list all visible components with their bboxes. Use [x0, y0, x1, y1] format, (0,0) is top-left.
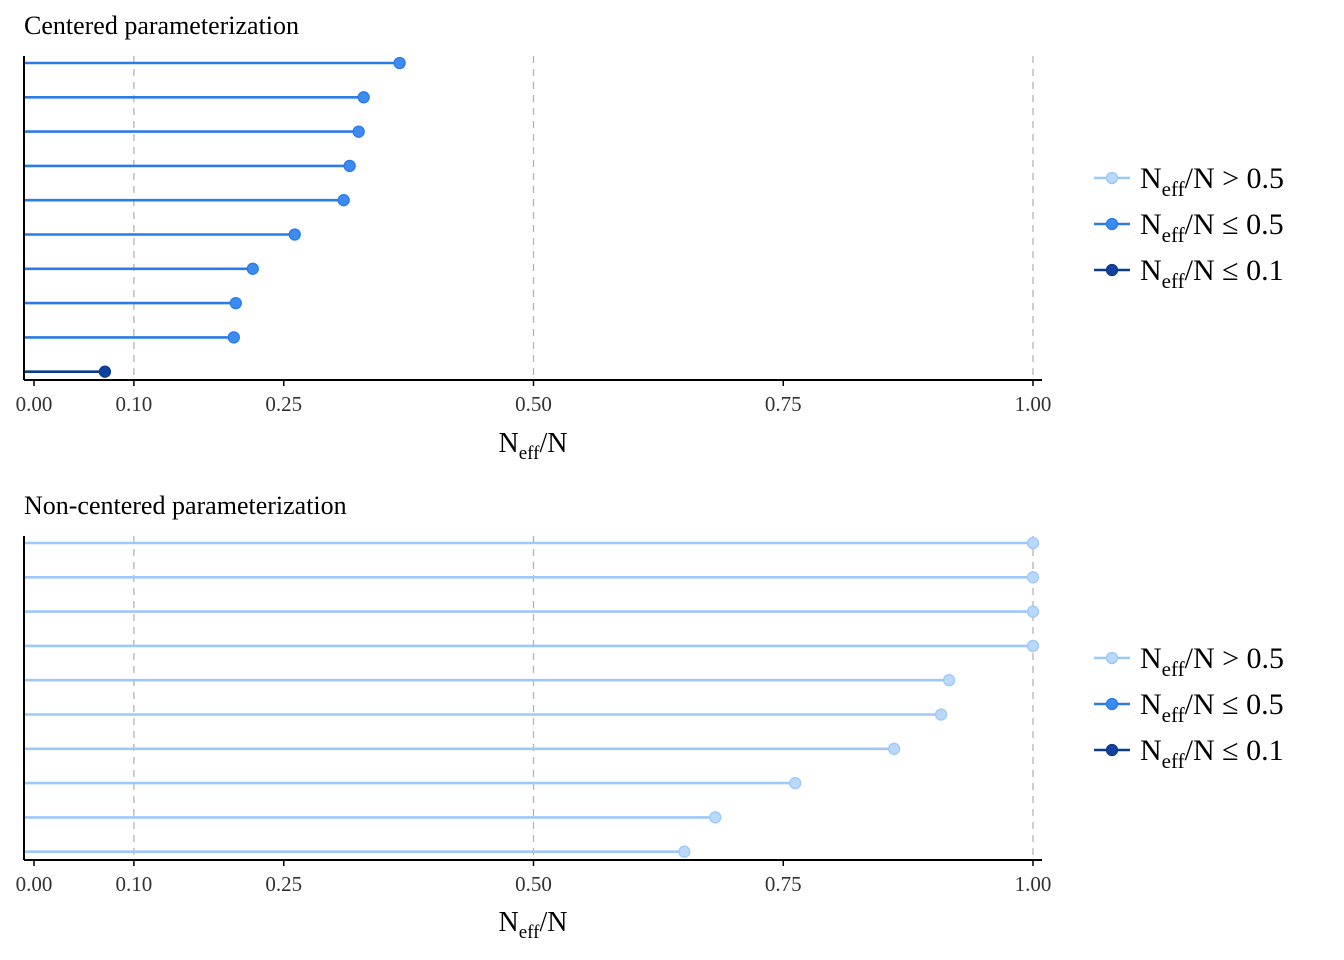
- x-tick-label: 0.50: [515, 392, 552, 416]
- lollipop-point: [1026, 571, 1040, 584]
- lollipop-point: [393, 56, 406, 70]
- legend-key-point: [1105, 171, 1119, 185]
- lollipop-point: [357, 91, 370, 104]
- panel-title: Non-centered parameterization: [24, 491, 347, 520]
- panel-1: Centered parameterization 0.00 0.10 0.25 0.5…: [16, 11, 1284, 464]
- lollipop-point: [352, 125, 365, 138]
- lollipop-point: [227, 331, 240, 344]
- legend-key-point: [1105, 743, 1119, 757]
- panel-title: Centered parameterization: [24, 11, 299, 40]
- panel-2: Non-centered parameterization 0.00 0.10 0.2…: [16, 491, 1284, 943]
- x-tick-label: 1.00: [1015, 872, 1052, 896]
- legend-label: Neff/N ≤ 0.1: [1140, 734, 1284, 773]
- x-tick-label: 1.00: [1015, 392, 1052, 416]
- legend-label: Neff/N ≤ 0.5: [1140, 688, 1284, 727]
- legend-label: Neff/N ≤ 0.5: [1140, 208, 1284, 247]
- lollipop-point: [789, 776, 802, 790]
- legend-label: Neff/N > 0.5: [1140, 642, 1284, 681]
- x-axis-title: Neff/N: [499, 907, 568, 943]
- lollipop-point: [1026, 536, 1040, 550]
- x-tick-label: 0.25: [265, 392, 302, 416]
- legend: Neff/N > 0.5 Neff/N ≤ 0.5 Neff/N ≤ 0.1: [1094, 162, 1284, 293]
- lollipop-point: [678, 845, 691, 858]
- legend-key-point: [1105, 697, 1119, 711]
- legend: Neff/N > 0.5 Neff/N ≤ 0.5 Neff/N ≤ 0.1: [1094, 642, 1284, 773]
- legend-key-point: [1105, 651, 1119, 665]
- x-tick-label: 0.10: [116, 392, 153, 416]
- lollipop-point: [246, 262, 259, 275]
- lollipop-point: [337, 194, 350, 207]
- lollipop-point: [934, 708, 948, 721]
- x-tick-label: 0.00: [16, 392, 53, 416]
- legend-key-point: [1105, 263, 1119, 277]
- legend-key-point: [1105, 217, 1119, 231]
- lollipop-point: [288, 228, 301, 241]
- lollipop-point: [887, 742, 901, 755]
- lollipop-point: [709, 811, 722, 824]
- lollipop-point: [942, 674, 956, 687]
- x-tick-label: 0.25: [265, 872, 302, 896]
- lollipop-point: [1026, 639, 1040, 653]
- lollipop-point: [98, 365, 112, 378]
- lollipop-point: [1026, 605, 1040, 618]
- legend-label: Neff/N ≤ 0.1: [1140, 254, 1284, 293]
- lollipop-point: [343, 159, 356, 173]
- x-tick-label: 0.00: [16, 872, 53, 896]
- x-tick-label: 0.75: [765, 872, 802, 896]
- x-tick-label: 0.50: [515, 872, 552, 896]
- x-tick-label: 0.10: [116, 872, 153, 896]
- legend-label: Neff/N > 0.5: [1140, 162, 1284, 201]
- x-tick-label: 0.75: [765, 392, 802, 416]
- lollipop-point: [229, 296, 242, 310]
- x-axis-title: Neff/N: [499, 428, 568, 464]
